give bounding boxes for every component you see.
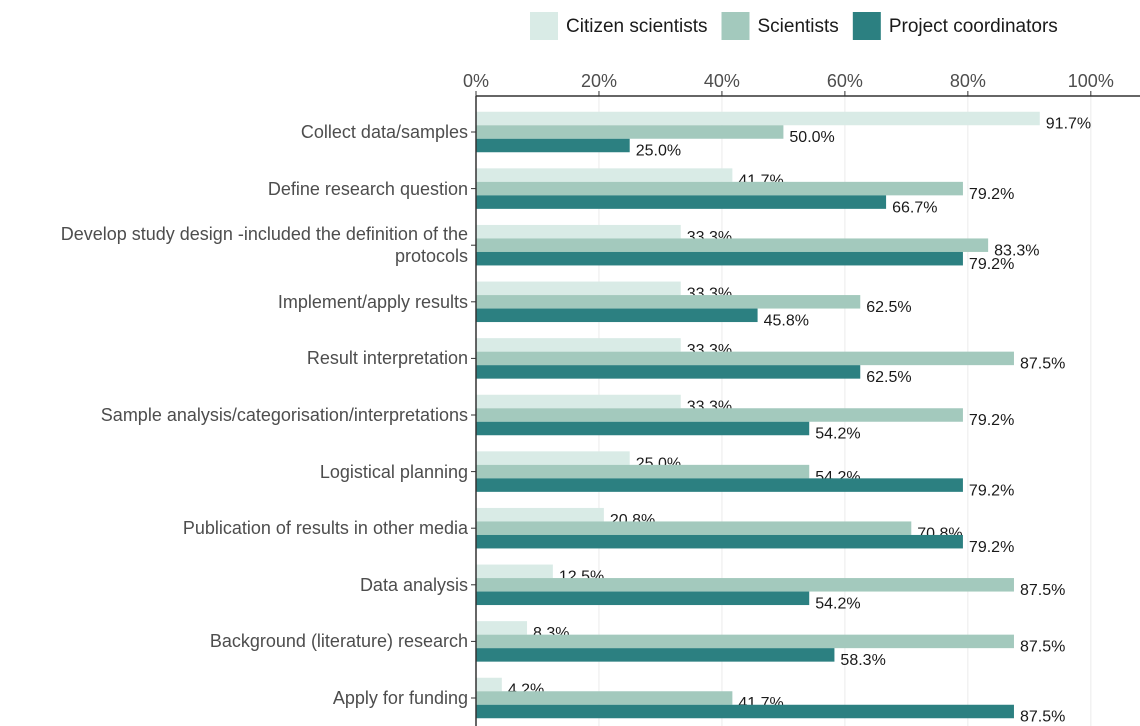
bar [476,521,912,535]
y-tick-label: Result interpretation [306,348,468,369]
bar [476,195,887,209]
category-label-box: Implement/apply results [277,291,468,312]
bar [476,677,502,692]
category-label-box: Data analysis [359,574,468,595]
value-label: 79.2% [969,256,1014,273]
category-label-box: Sample analysis/categorisation/interpret… [100,405,468,425]
legend-swatch [530,12,558,40]
value-label: 62.5% [866,369,911,386]
value-label: 79.2% [969,482,1014,499]
value-label: 87.5% [1020,639,1065,656]
bar [476,691,733,705]
y-tick-label: Apply for funding [332,688,468,708]
value-label: 66.7% [892,199,937,216]
value-label: 87.5% [1020,709,1065,726]
y-tick-label: Logistical planning [319,461,468,482]
value-label: 54.2% [815,426,860,443]
bar [476,534,963,549]
category-label-box: Result interpretation [306,348,468,369]
bar [476,138,630,153]
y-tick-label: Sample analysis/categorisation/interpret… [100,405,468,425]
value-label: 87.5% [1020,356,1065,373]
category-label-box: Logistical planning [319,461,468,482]
bar [476,408,963,422]
value-label: 62.5% [866,299,911,316]
y-tick-label: Publication of results in other media [182,518,468,539]
bar [476,621,528,635]
y-tick-label: Background (literature) research [209,631,468,652]
bar [476,648,835,662]
bar [476,451,630,465]
bar [476,478,963,492]
value-label: 79.2% [969,186,1014,203]
category-label-box: Define research question [267,178,468,199]
value-label: 79.2% [969,539,1014,556]
bar [476,251,963,266]
value-label: 58.3% [840,652,885,669]
bar [476,224,681,239]
bar [476,168,733,182]
category-label-box: Apply for funding [332,688,468,708]
category-label-box: Develop study design -included the defin… [60,224,468,267]
bar [476,295,861,309]
y-tick-label: Data analysis [359,574,468,595]
y-tick-label: Implement/apply results [277,291,468,312]
bar [476,421,810,436]
bar [476,464,810,479]
value-label: 45.8% [764,313,809,330]
x-tick-label: 60% [827,71,863,91]
legend-swatch [852,12,881,40]
y-tick-label: Collect data/samples [300,122,468,142]
bar [476,238,989,252]
y-tick-label: Define research question [267,178,468,199]
value-label: 79.2% [969,412,1014,429]
bar [476,365,861,379]
value-label: 25.0% [636,143,681,160]
legend-label: Citizen scientists [566,16,708,37]
x-tick-label: 100% [1068,71,1114,91]
value-label: 87.5% [1020,582,1065,599]
category-label-box: Background (literature) research [209,631,468,652]
bar [476,308,758,323]
legend-label: Project coordinators [889,16,1058,37]
bar [476,181,963,196]
bar [476,111,1040,126]
bar [476,125,784,139]
value-label: 50.0% [789,129,834,146]
bar [476,281,681,296]
category-label-box: Publication of results in other media [182,518,468,539]
legend-label: Scientists [758,16,839,37]
bar [476,704,1014,719]
bar [476,591,810,606]
bar [476,634,1014,649]
value-label: 91.7% [1046,116,1091,133]
bar [476,578,1014,592]
legend-swatch [721,12,750,40]
x-tick-label: 80% [950,71,986,91]
bar [476,564,553,579]
x-tick-label: 40% [704,71,740,91]
bar [476,338,681,352]
bar [476,351,1014,366]
bar [476,507,604,522]
value-label: 83.3% [994,242,1039,259]
x-tick-label: 20% [581,71,617,91]
bar [476,394,681,409]
x-tick-label: 0% [463,71,489,91]
y-tick-label: Develop study design -included the defin… [60,224,468,267]
category-label-box: Collect data/samples [300,122,468,142]
value-label: 54.2% [815,596,860,613]
